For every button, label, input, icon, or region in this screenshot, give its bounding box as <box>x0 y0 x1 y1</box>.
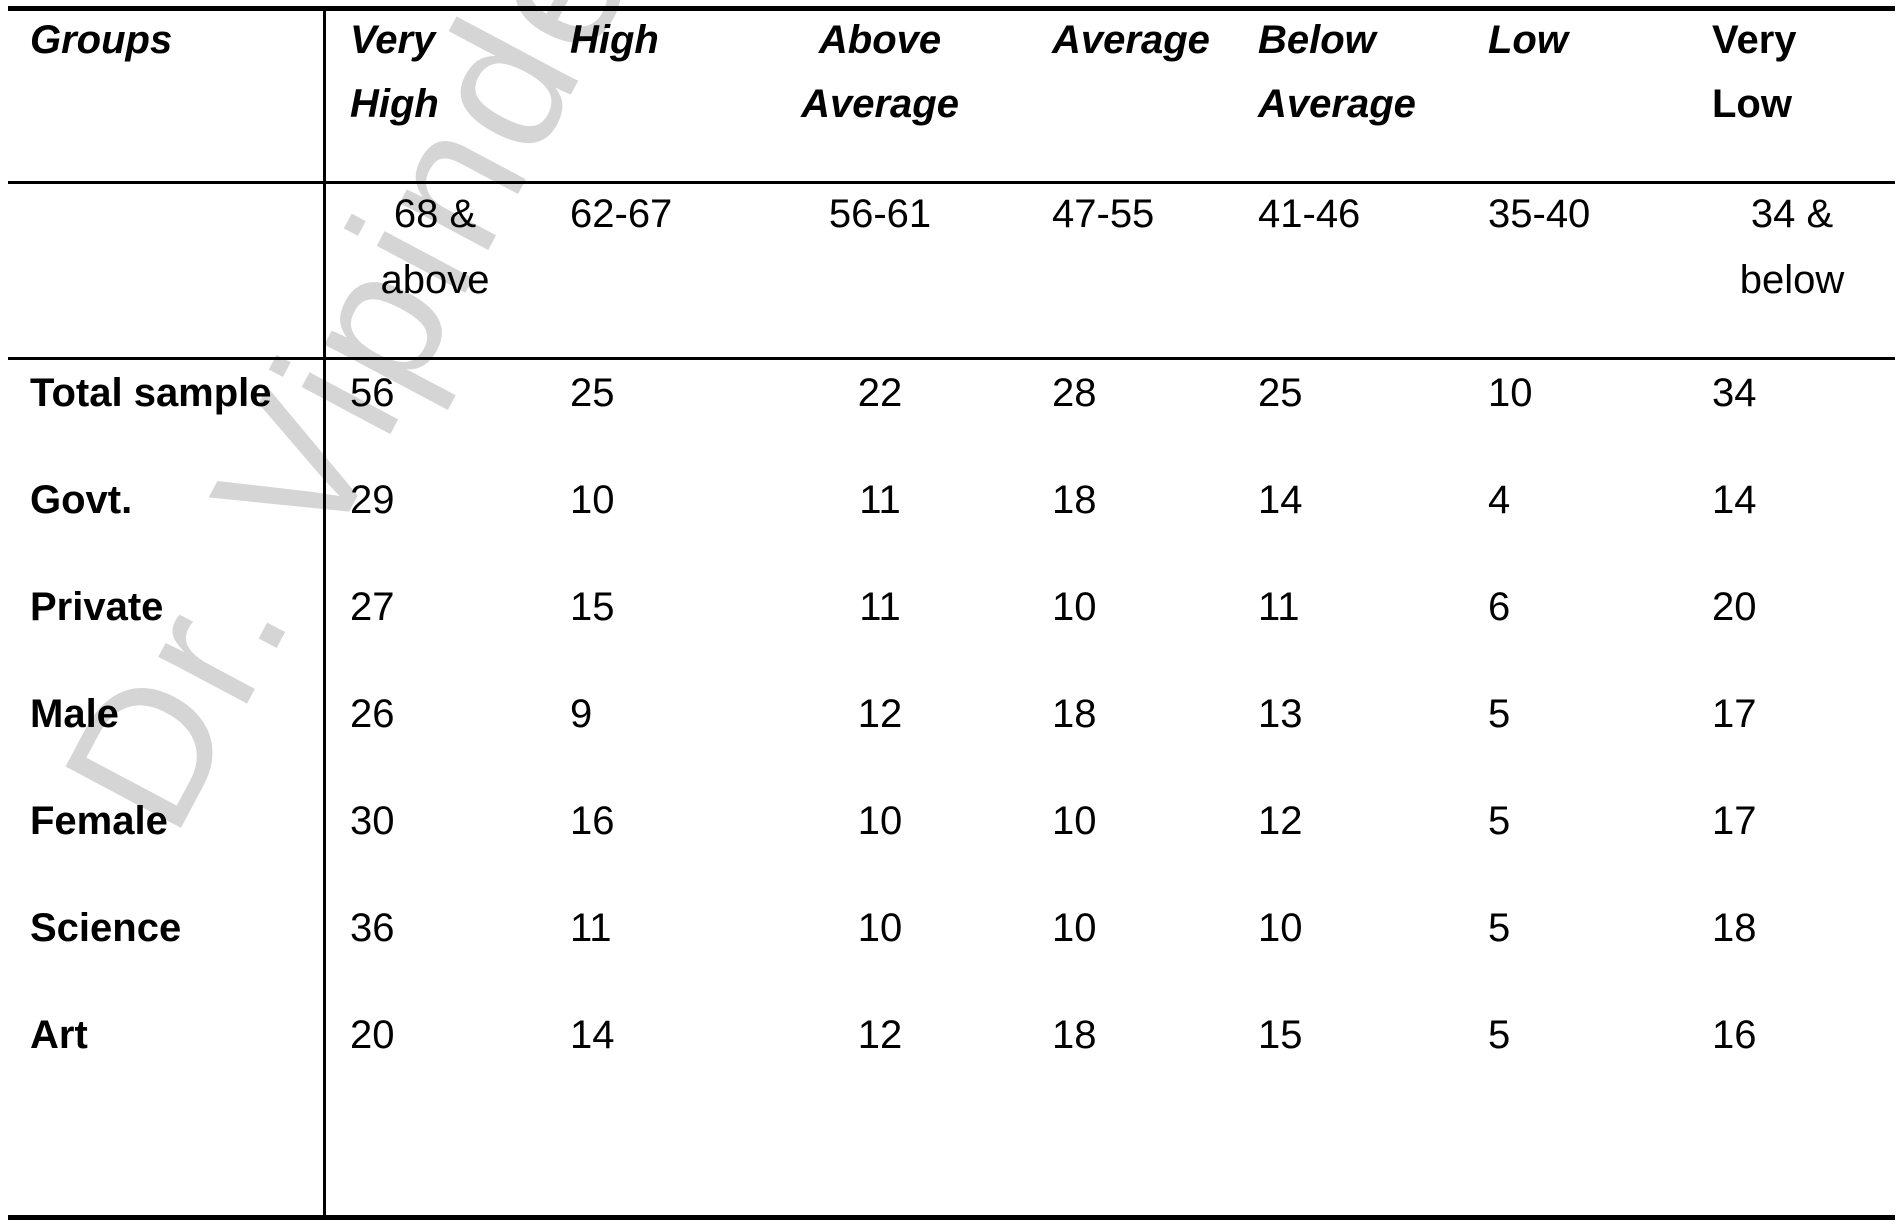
table-cell: 25 <box>570 371 615 415</box>
table-cell: 5 <box>1488 906 1511 950</box>
table-cell: 10 <box>857 906 903 950</box>
table-cell: 14 <box>1712 478 1757 522</box>
table-cell: 11 <box>859 585 901 629</box>
table-cell: 13 <box>1258 692 1303 736</box>
range-very-high-line2: above <box>380 258 490 302</box>
table-cell: 15 <box>570 585 615 629</box>
table-cell: 10 <box>1258 906 1303 950</box>
table-cell: 10 <box>570 478 615 522</box>
table-cell: 28 <box>1052 371 1097 415</box>
table-cell: 29 <box>350 478 395 522</box>
table-cell: 18 <box>1052 1013 1097 1057</box>
header-groups: Groups <box>30 18 173 62</box>
table-cell: 12 <box>857 1013 903 1057</box>
range-very-low-line2: below <box>1739 258 1845 302</box>
table-cell: 10 <box>857 799 903 843</box>
table-cell: 27 <box>350 585 395 629</box>
table-cell: 12 <box>1258 799 1303 843</box>
row-label: Science <box>30 906 182 950</box>
header-below-average-line1: Below <box>1258 18 1376 62</box>
header-below-average-line2: Average <box>1258 82 1416 126</box>
table-cell: 26 <box>350 692 395 736</box>
table-cell: 11 <box>1258 585 1300 629</box>
table-cell: 5 <box>1488 799 1511 843</box>
table-cell: 20 <box>1712 585 1757 629</box>
header-very-high-line1: Very <box>350 18 436 62</box>
table-cell: 10 <box>1052 799 1097 843</box>
table-cell: 18 <box>1052 478 1097 522</box>
row-label: Female <box>30 799 168 843</box>
table-top-rule <box>8 6 1895 11</box>
table-cell: 4 <box>1488 478 1511 522</box>
table-cell: 6 <box>1488 585 1511 629</box>
table-cell: 25 <box>1258 371 1303 415</box>
range-very-high-line1: 68 & <box>393 192 477 236</box>
header-above-average-line2: Average <box>801 82 959 126</box>
table-cell: 56 <box>350 371 395 415</box>
table-cell: 10 <box>1052 906 1097 950</box>
table-cell: 17 <box>1712 799 1757 843</box>
range-low: 35-40 <box>1488 192 1591 236</box>
header-bottom-rule <box>8 181 1895 184</box>
header-above-average-line1: Above <box>818 18 942 62</box>
table-cell: 16 <box>1712 1013 1757 1057</box>
table-cell: 18 <box>1712 906 1757 950</box>
row-label: Govt. <box>30 478 133 522</box>
table-bottom-rule <box>8 1215 1895 1220</box>
table-cell: 10 <box>1488 371 1533 415</box>
table-cell: 12 <box>857 692 903 736</box>
range-below-average: 41-46 <box>1258 192 1361 236</box>
table-cell: 34 <box>1712 371 1757 415</box>
row-label: Private <box>30 585 164 629</box>
table-cell: 10 <box>1052 585 1097 629</box>
row-label: Art <box>30 1013 88 1057</box>
table-cell: 11 <box>859 478 901 522</box>
table-cell: 9 <box>570 692 593 736</box>
header-average: Average <box>1052 18 1210 62</box>
label-column-divider <box>323 9 326 1218</box>
range-very-low-line1: 34 & <box>1750 192 1834 236</box>
table-cell: 36 <box>350 906 395 950</box>
row-label: Male <box>30 692 119 736</box>
header-very-high-line2: High <box>350 82 439 126</box>
table-cell: 22 <box>857 371 903 415</box>
table-cell: 11 <box>570 906 612 950</box>
table-cell: 20 <box>350 1013 395 1057</box>
header-very-low-line1: Very <box>1712 18 1797 62</box>
range-row-bottom-rule <box>8 357 1895 360</box>
row-label: Total sample <box>30 371 272 415</box>
range-above-average: 56-61 <box>828 192 932 236</box>
table-cell: 30 <box>350 799 395 843</box>
table-cell: 15 <box>1258 1013 1303 1057</box>
header-low: Low <box>1488 18 1568 62</box>
range-average: 47-55 <box>1052 192 1155 236</box>
table-cell: 5 <box>1488 692 1511 736</box>
table-cell: 17 <box>1712 692 1757 736</box>
header-high: High <box>570 18 659 62</box>
table-cell: 14 <box>570 1013 615 1057</box>
header-very-low-line2: Low <box>1712 82 1792 126</box>
table-cell: 14 <box>1258 478 1303 522</box>
table-cell: 5 <box>1488 1013 1511 1057</box>
table-cell: 16 <box>570 799 615 843</box>
table-cell: 18 <box>1052 692 1097 736</box>
range-high: 62-67 <box>570 192 673 236</box>
